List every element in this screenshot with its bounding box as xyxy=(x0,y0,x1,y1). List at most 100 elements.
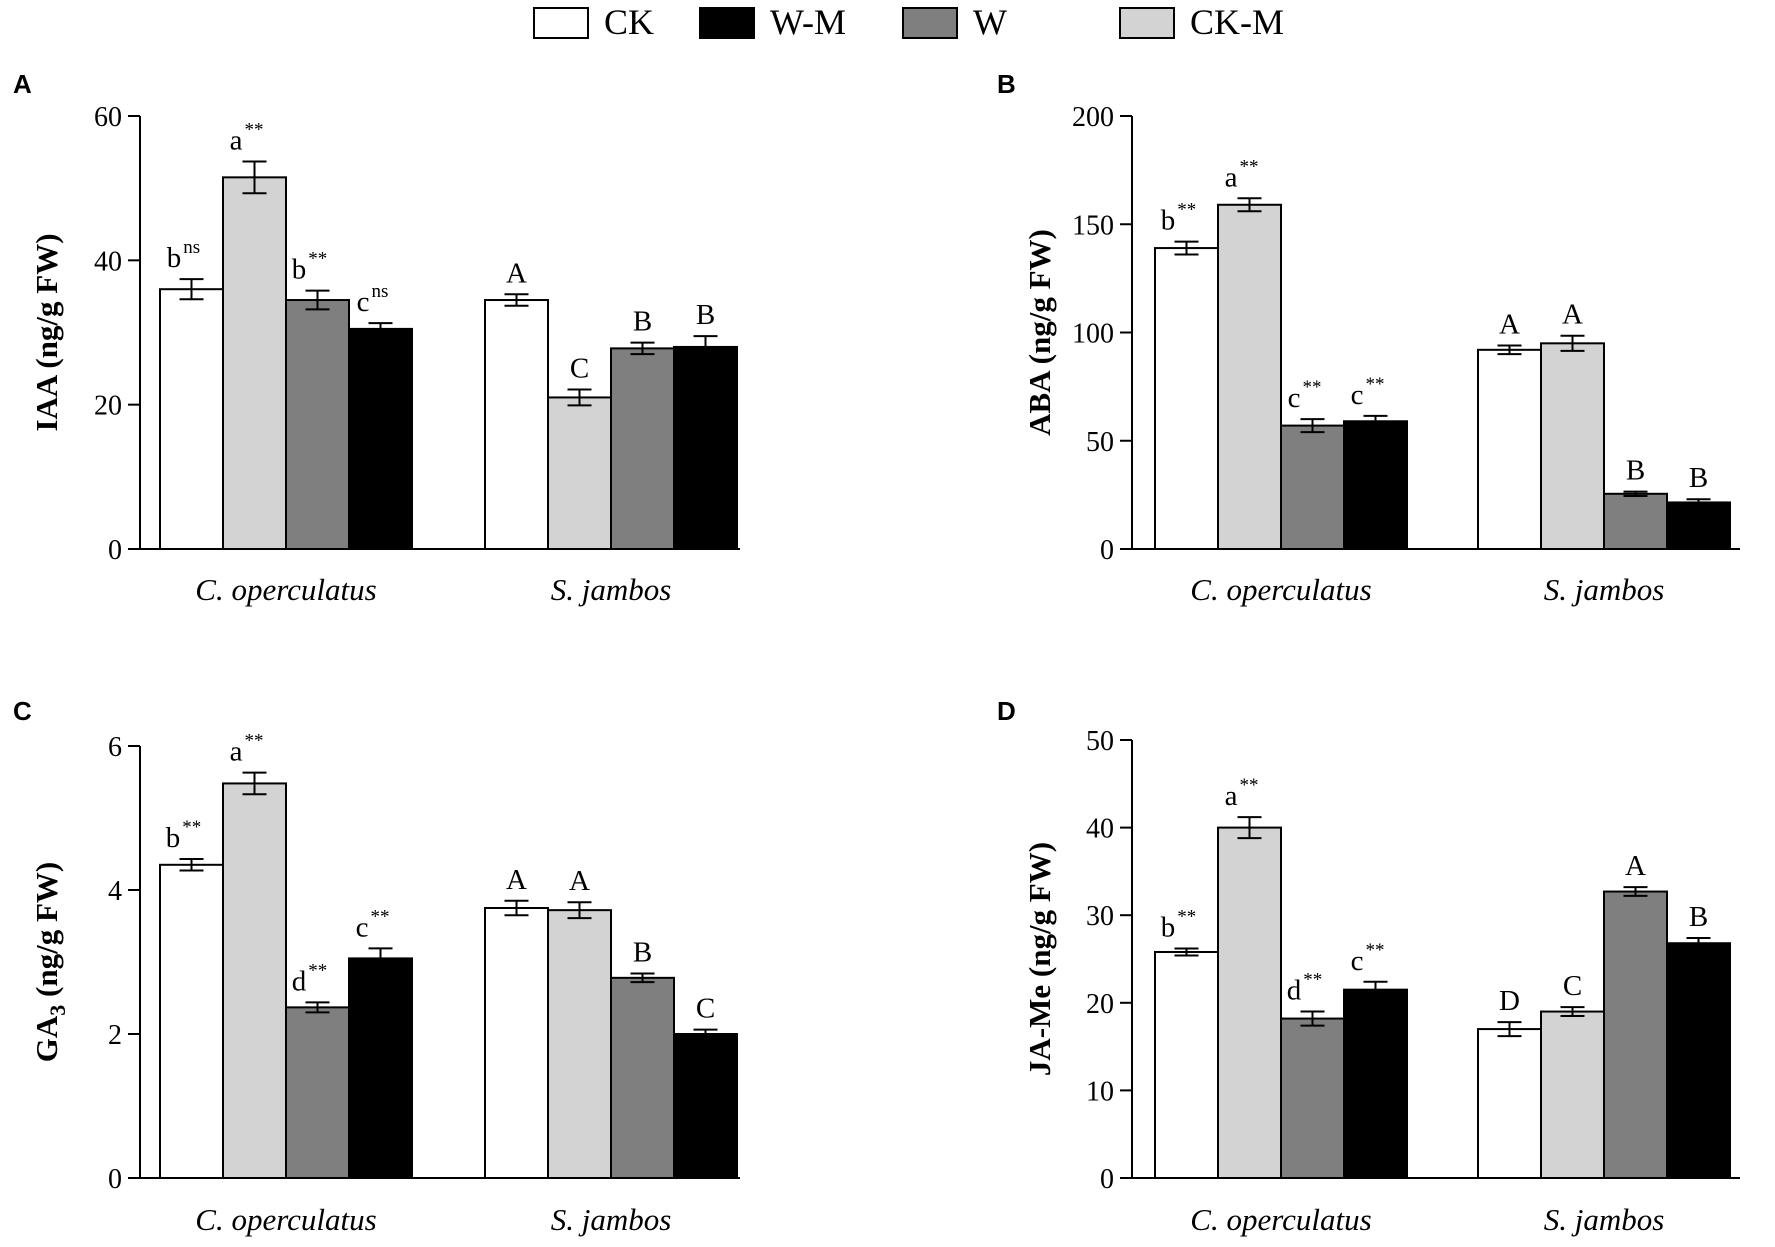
significance-letter: A xyxy=(1625,850,1646,882)
y-axis-label-subscript: 3 xyxy=(45,1005,70,1016)
y-tick-label: 30 xyxy=(1086,901,1114,932)
significance-label: B xyxy=(633,306,652,338)
significance-letter: d xyxy=(292,965,307,997)
significance-label: B xyxy=(633,937,652,969)
bar-ck-c-operculatus xyxy=(1154,247,1219,550)
legend-swatch-ck-m xyxy=(1119,7,1175,39)
bar-ck-m-c-operculatus xyxy=(222,176,287,550)
significance-letter: C xyxy=(1563,970,1582,1002)
bar-ck-c-operculatus xyxy=(1154,950,1219,1179)
y-tick-label: 50 xyxy=(1086,427,1114,458)
significance-letter: B xyxy=(633,306,652,338)
y-tick-label: 20 xyxy=(1086,989,1114,1020)
significance-letter: B xyxy=(1689,901,1708,933)
significance-superscript: ** xyxy=(1303,970,1322,991)
y-tick-label: 10 xyxy=(1086,1076,1114,1107)
legend-item-ck: CK xyxy=(533,2,654,42)
significance-letter: b xyxy=(292,254,307,286)
y-axis-label: ABA (ng/g FW) xyxy=(1022,229,1057,436)
bar-w-m-c-operculatus xyxy=(348,327,413,550)
significance-label: b ** xyxy=(1161,200,1197,237)
significance-label: A xyxy=(569,865,590,897)
y-axis-label: IAA (ng/g FW) xyxy=(29,233,64,431)
significance-superscript: ** xyxy=(1302,377,1321,398)
category-label-c-operculatus: C. operculatus xyxy=(1190,1202,1371,1237)
category-label-c-operculatus: C. operculatus xyxy=(195,572,376,607)
significance-label: c ** xyxy=(1288,377,1322,414)
legend-item-ck-m: CK-M xyxy=(1119,2,1284,42)
y-axis-label-main: JA-Me (ng/g FW) xyxy=(1022,842,1057,1076)
significance-label: A xyxy=(1562,299,1583,331)
bar-ck-s-jambos xyxy=(1477,348,1542,550)
significance-letter: c xyxy=(1351,945,1364,977)
significance-letter: D xyxy=(1499,985,1520,1017)
significance-label: A xyxy=(506,257,527,289)
y-tick-label: 100 xyxy=(1072,319,1114,350)
significance-superscript: ** xyxy=(244,731,263,752)
significance-letter: A xyxy=(1562,299,1583,331)
bar-w-m-s-jambos xyxy=(673,345,738,550)
bar-ck-c-operculatus xyxy=(159,863,224,1179)
significance-letter: B xyxy=(696,299,715,331)
significance-letter: A xyxy=(1499,308,1520,340)
significance-letter: A xyxy=(506,257,527,289)
significance-superscript: ** xyxy=(1365,374,1384,395)
bar-ck-c-operculatus xyxy=(159,288,224,550)
bar-w-m-s-jambos xyxy=(1666,942,1731,1179)
significance-letter: B xyxy=(1689,462,1708,494)
bar-w-s-jambos xyxy=(610,976,675,1180)
significance-label: a ** xyxy=(230,119,264,156)
significance-label: a ** xyxy=(230,731,264,768)
significance-label: a ** xyxy=(1225,156,1259,193)
legend-item-w-m: W-M xyxy=(699,2,846,42)
significance-superscript: ** xyxy=(1239,156,1258,177)
significance-label: B xyxy=(1689,462,1708,494)
significance-superscript: ** xyxy=(1239,775,1258,796)
significance-letter: A xyxy=(506,864,527,896)
significance-letter: b xyxy=(1161,911,1176,943)
bar-w-c-operculatus xyxy=(285,1006,350,1179)
bar-ck-s-jambos xyxy=(484,299,549,550)
significance-superscript: ** xyxy=(1177,200,1196,221)
bar-ck-m-s-jambos xyxy=(1540,342,1605,551)
legend-swatch-ck xyxy=(533,7,589,39)
significance-label: B xyxy=(1689,901,1708,933)
bar-ck-s-jambos xyxy=(484,907,549,1179)
bar-ck-m-s-jambos xyxy=(547,396,612,551)
bar-w-m-c-operculatus xyxy=(348,957,413,1180)
y-axis-label: JA-Me (ng/g FW) xyxy=(1022,842,1057,1076)
significance-superscript: ** xyxy=(182,817,201,838)
significance-label: b ns xyxy=(167,237,200,274)
bar-w-m-s-jambos xyxy=(673,1033,738,1179)
panel-letter-b: B xyxy=(997,69,1016,99)
category-label-s-jambos: S. jambos xyxy=(1544,572,1665,607)
significance-letter: d xyxy=(1287,975,1302,1007)
panel-letter-d: D xyxy=(997,696,1016,726)
significance-label: c ** xyxy=(1351,940,1385,977)
bar-ck-m-c-operculatus xyxy=(222,782,287,1179)
y-tick-label: 200 xyxy=(1072,102,1114,133)
significance-letter: A xyxy=(569,865,590,897)
y-tick-label: 6 xyxy=(108,732,122,763)
significance-label: b ** xyxy=(292,249,328,286)
bar-w-s-jambos xyxy=(1603,492,1668,551)
significance-letter: c xyxy=(357,286,370,318)
category-label-c-operculatus: C. operculatus xyxy=(195,1202,376,1237)
significance-superscript: ** xyxy=(244,119,263,140)
significance-letter: c xyxy=(1288,382,1301,414)
significance-letter: C xyxy=(696,993,715,1025)
y-tick-label: 0 xyxy=(1100,535,1114,566)
y-tick-label: 40 xyxy=(94,246,122,277)
significance-label: b ** xyxy=(166,817,202,854)
significance-label: c ** xyxy=(1351,374,1385,411)
y-tick-label: 60 xyxy=(94,102,122,133)
bar-w-m-c-operculatus xyxy=(1343,420,1408,551)
y-tick-label: 0 xyxy=(108,535,122,566)
significance-label: A xyxy=(1499,308,1520,340)
significance-letter: b xyxy=(166,822,181,854)
significance-letter: a xyxy=(230,124,243,156)
significance-label: C xyxy=(696,993,715,1025)
